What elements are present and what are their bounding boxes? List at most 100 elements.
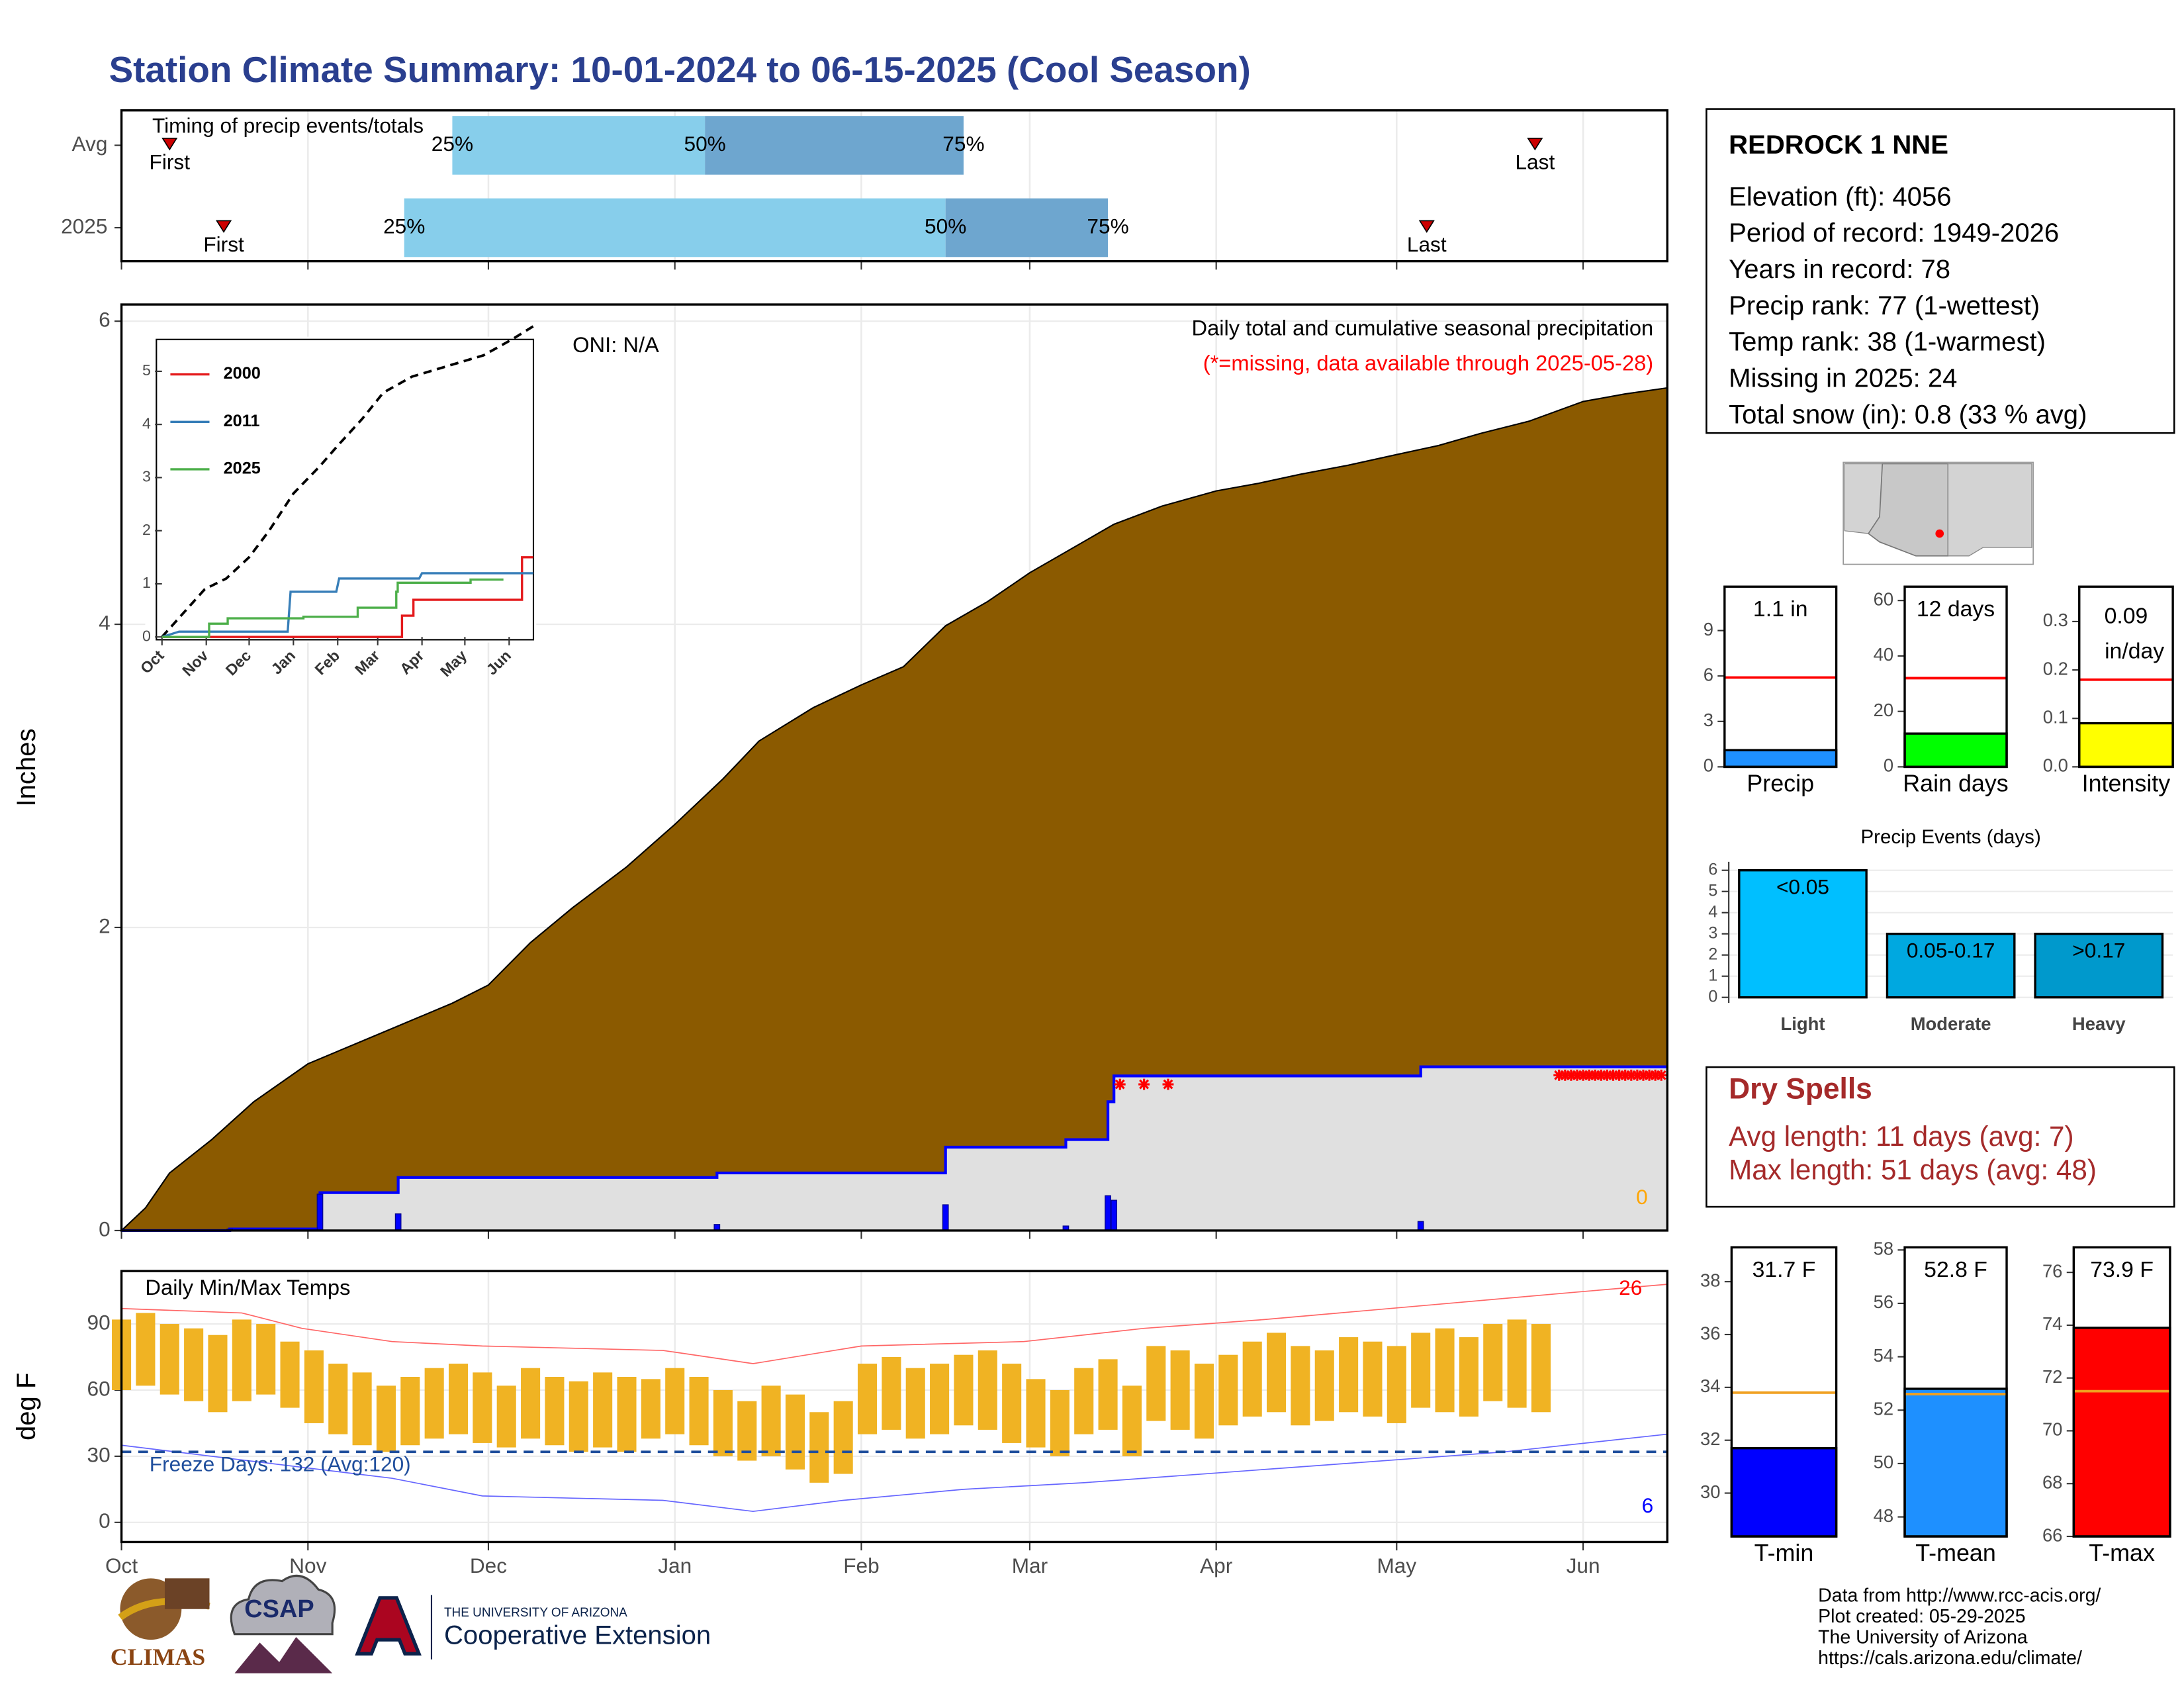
x-tick-label: Heavy xyxy=(2072,1013,2126,1034)
y-tick-label: 50 xyxy=(1874,1452,1893,1472)
temp-range-bar xyxy=(208,1335,228,1413)
event-bar xyxy=(2034,933,2164,999)
x-tick-label: Jun xyxy=(1567,1554,1600,1577)
bar-label: 0.05-0.17 xyxy=(1907,938,1995,962)
gauge-frame xyxy=(1903,1246,2008,1538)
y-tick-label: 3 xyxy=(142,468,151,485)
y-tick-label: 0.0 xyxy=(2043,755,2068,776)
x-tick-label: Oct xyxy=(105,1554,138,1577)
temp-range-bar xyxy=(304,1350,324,1423)
gauge-frame xyxy=(1723,585,1838,769)
y-tick-label: 32 xyxy=(1700,1429,1720,1449)
y-tick-label: 38 xyxy=(1700,1270,1720,1290)
daily-bar xyxy=(942,1204,949,1231)
y-tick-label: 48 xyxy=(1874,1505,1893,1526)
temp-range-bar xyxy=(882,1357,901,1430)
bar-label: >0.17 xyxy=(2072,938,2125,962)
value-label: 0.09 xyxy=(2105,604,2148,629)
y-tick-label: 5 xyxy=(142,361,151,379)
value-label: 52.8 F xyxy=(1924,1257,1987,1282)
temp-range-bar xyxy=(905,1368,925,1439)
station-line: Years in record: 78 xyxy=(1729,255,1950,284)
daily-bar xyxy=(394,1213,402,1231)
value-label: 73.9 F xyxy=(2090,1257,2154,1282)
y-tick-label: 0 xyxy=(1884,755,1893,776)
x-tick-label: Moderate xyxy=(1911,1013,1991,1034)
y-tick-label: 0 xyxy=(1704,755,1713,776)
station-box xyxy=(1706,108,2175,434)
y-tick-label: 30 xyxy=(87,1442,111,1466)
quartile-label: 75% xyxy=(1087,214,1128,238)
logo-shape xyxy=(355,1596,422,1656)
y-tick-label: 66 xyxy=(2042,1524,2062,1545)
missing-count: 0 xyxy=(1636,1185,1648,1209)
temp-range-bar xyxy=(1411,1333,1431,1408)
temp-range-bar xyxy=(1483,1324,1503,1401)
oni-annotation: ONI: N/A xyxy=(572,332,659,357)
ua-logo: THE UNIVERSITY OF ARIZONA Cooperative Ex… xyxy=(355,1595,711,1660)
quartile-bar xyxy=(404,198,946,258)
temp-range-bar xyxy=(761,1385,781,1456)
station-line: Temp rank: 38 (1-warmest) xyxy=(1729,328,2046,357)
legend-label: 2000 xyxy=(224,364,261,383)
temp-range-bar xyxy=(352,1372,372,1446)
events-title: Precip Events (days) xyxy=(1860,826,2040,848)
logo-text: Cooperative Extension xyxy=(444,1621,711,1650)
quartile-bar xyxy=(452,116,705,175)
temp-range-bar xyxy=(641,1379,660,1439)
y-tick-label: 40 xyxy=(1874,644,1893,665)
station-line: Elevation (ft): 4056 xyxy=(1729,182,1951,211)
temp-range-bar xyxy=(713,1389,733,1456)
gauge-bar xyxy=(1723,749,1838,769)
y-axis-label: deg F xyxy=(12,1373,41,1441)
temp-range-bar xyxy=(256,1324,276,1395)
temp-range-bar xyxy=(930,1364,950,1434)
y-tick-label: 3 xyxy=(1704,710,1713,730)
value-label: 1.1 in xyxy=(1753,596,1808,622)
series-line xyxy=(161,556,534,638)
dry-spells-line: Max length: 51 days (avg: 48) xyxy=(1729,1154,2097,1185)
quartile-label: 75% xyxy=(942,132,984,156)
temp-range-bar xyxy=(1267,1333,1287,1413)
temp-range-bar xyxy=(689,1376,709,1446)
record-low-line xyxy=(121,1433,1668,1513)
y-tick-label: 2 xyxy=(99,914,111,937)
y-tick-label: 0.2 xyxy=(2043,658,2068,679)
missing-marker xyxy=(1625,1069,1637,1081)
quartile-label: 50% xyxy=(684,132,726,156)
missing-marker xyxy=(1631,1069,1643,1081)
value-unit: in/day xyxy=(2105,638,2164,663)
station-line: Missing in 2025: 24 xyxy=(1729,364,1957,393)
precip-frame xyxy=(120,303,1668,1232)
temp-range-bar xyxy=(1435,1328,1455,1413)
y-tick-label: 60 xyxy=(1874,588,1893,609)
station-lines: Elevation (ft): 4056 Period of record: 1… xyxy=(1729,182,2087,429)
state xyxy=(1947,463,2032,557)
x-tick-label: Nov xyxy=(289,1554,326,1577)
temp-range-bar xyxy=(1002,1364,1022,1443)
gauge-frame xyxy=(2072,1246,2171,1538)
temp-range-bar xyxy=(569,1381,588,1452)
y-tick-label: 1 xyxy=(1708,966,1717,984)
event-bar xyxy=(1886,933,2016,999)
temp-range-bar xyxy=(159,1324,179,1395)
climas-logo: CLIMAS xyxy=(111,1578,210,1670)
logo-text: CLIMAS xyxy=(111,1644,205,1670)
series-line xyxy=(161,578,504,638)
missing-marker xyxy=(1655,1069,1667,1081)
timing-title: Timing of precip events/totals xyxy=(152,113,424,137)
temp-range-bar xyxy=(785,1394,805,1470)
daily-bar xyxy=(1417,1221,1424,1231)
logo-shape xyxy=(234,1636,333,1673)
missing-marker xyxy=(1595,1069,1607,1081)
gauge-frame xyxy=(2078,585,2174,769)
temp-frame xyxy=(120,1270,1668,1544)
temp-range-bar xyxy=(545,1376,565,1446)
page-title: Station Climate Summary: 10-01-2024 to 0… xyxy=(109,49,1251,90)
y-tick-label: 6 xyxy=(1704,664,1713,684)
footer-line: https://cals.arizona.edu/climate/ xyxy=(1818,1648,2082,1669)
x-tick-label: Mar xyxy=(1012,1554,1048,1577)
y-tick-label: 52 xyxy=(1874,1399,1893,1419)
